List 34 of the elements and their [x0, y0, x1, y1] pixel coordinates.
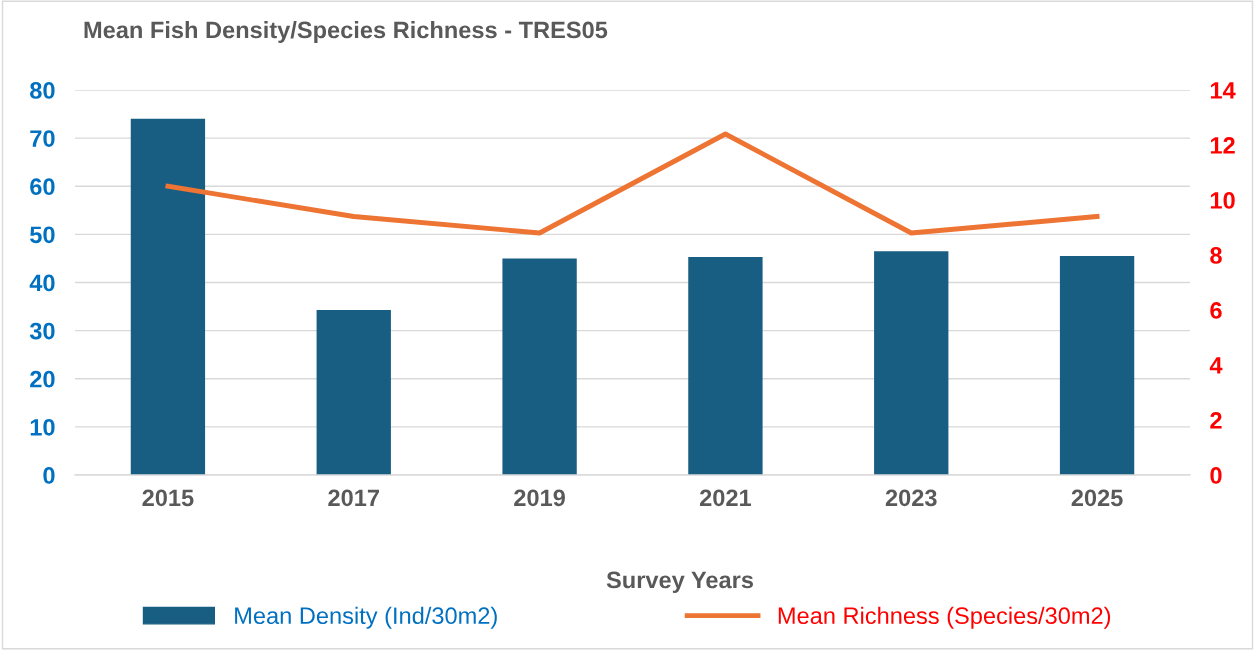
y-tick-label: 10	[30, 418, 55, 436]
y-tick-label: 30	[29, 322, 55, 340]
y2-tick-label: 12	[1210, 137, 1235, 154]
legend-label: Mean Density (Ind/30m2)	[235, 606, 497, 629]
bar	[874, 251, 949, 475]
x-tick-label: 2025	[1071, 489, 1123, 507]
x-axis-title: Survey Years	[606, 571, 753, 594]
y2-tick-label: 14	[1210, 82, 1236, 99]
y-tick-label: 20	[30, 370, 55, 388]
y-tick-label: 0	[43, 467, 55, 484]
y2-tick-label: 4	[1209, 357, 1223, 374]
y2-tick-label: 10	[1210, 192, 1235, 209]
y2-tick-label: 8	[1210, 247, 1222, 264]
bar	[130, 118, 206, 475]
y-tick-label: 80	[30, 82, 55, 99]
y-tick-label: 60	[30, 178, 55, 196]
x-tick-label: 2023	[885, 489, 937, 507]
y2-tick-label: 6	[1210, 302, 1222, 319]
x-tick-label: 2015	[142, 489, 194, 507]
line-series	[165, 131, 1100, 236]
chart-title: Mean Fish Density/Species Richness - TRES05	[84, 21, 608, 43]
x-tick-label: 2017	[328, 489, 379, 507]
legend-label: Mean Richness (Species/30m2)	[778, 606, 1111, 629]
bar	[502, 258, 577, 475]
y2-tick-label: 0	[1210, 467, 1222, 484]
y-tick-label: 70	[30, 130, 55, 147]
bar	[316, 309, 391, 475]
y-tick-label: 40	[29, 274, 55, 292]
bar	[1059, 256, 1135, 475]
bar	[688, 256, 763, 475]
x-tick-label: 2021	[699, 489, 752, 507]
y2-tick-label: 2	[1210, 412, 1222, 429]
y-tick-label: 50	[30, 226, 55, 244]
x-tick-label: 2019	[514, 489, 565, 507]
